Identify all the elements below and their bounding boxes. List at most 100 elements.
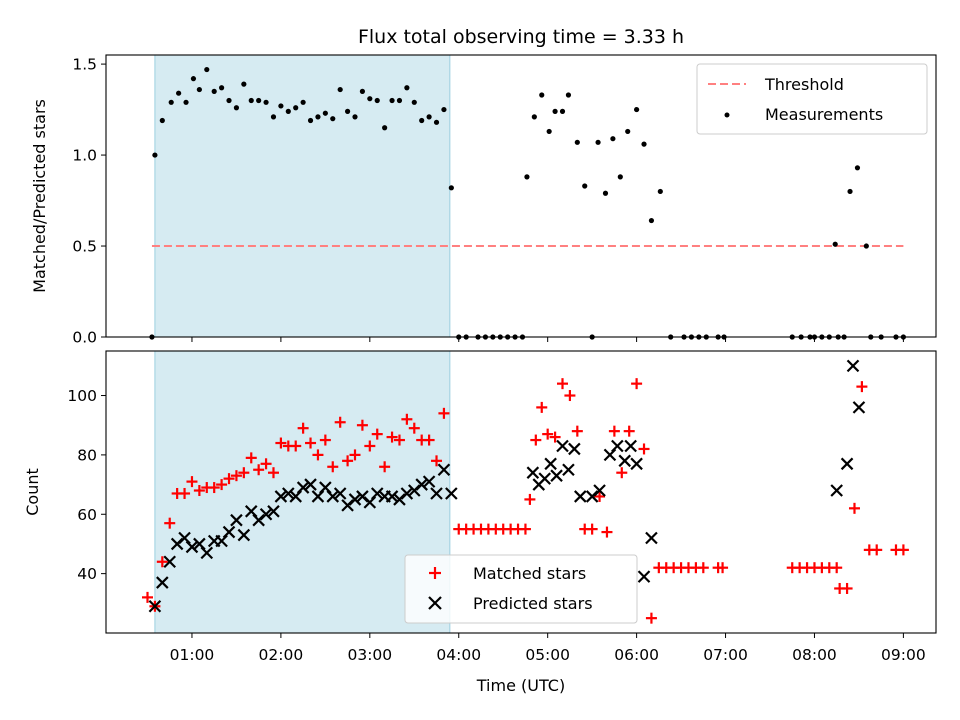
measurement-point bbox=[602, 190, 609, 196]
matched-star-point bbox=[848, 502, 860, 514]
measurement-point bbox=[559, 108, 566, 114]
predicted-star-point bbox=[296, 481, 310, 494]
measurement-point bbox=[204, 66, 210, 73]
matched-star-point bbox=[897, 544, 909, 556]
measurement-point bbox=[263, 99, 269, 105]
x-tick-label: 05:00 bbox=[525, 646, 570, 664]
measurement-point bbox=[270, 114, 277, 120]
measurement-point bbox=[367, 96, 373, 102]
predicted-star-point bbox=[422, 475, 436, 488]
matched-star-point bbox=[156, 556, 168, 568]
predicted-star-point bbox=[237, 528, 251, 542]
predicted-star-point bbox=[163, 555, 177, 569]
predicted-star-point bbox=[222, 525, 236, 539]
matched-star-point bbox=[297, 422, 309, 434]
bottom-legend-box bbox=[404, 554, 638, 624]
measurement-point bbox=[546, 128, 552, 135]
matched-star-point bbox=[364, 440, 376, 452]
matched-star-point bbox=[208, 482, 220, 494]
predicted-star-point bbox=[593, 484, 606, 497]
top-observing-window bbox=[154, 54, 451, 338]
predicted-star-point bbox=[385, 490, 399, 503]
measurement-point bbox=[448, 185, 454, 191]
predicted-star-point bbox=[348, 493, 362, 506]
measurement-point bbox=[625, 128, 631, 135]
predicted-star-point bbox=[611, 439, 624, 453]
matched-star-point bbox=[393, 434, 405, 446]
predicted-star-point bbox=[852, 401, 866, 414]
matched-star-point bbox=[142, 591, 153, 603]
measurement-point bbox=[241, 81, 247, 87]
top-legend-box bbox=[696, 63, 928, 135]
predicted-star-point bbox=[282, 487, 295, 500]
bottom-panel: 40 60 80 100 01:00 02:00 03:00 04:00 05:00 06:00… bbox=[23, 350, 937, 695]
measurement-point bbox=[595, 139, 601, 145]
measurement-point bbox=[396, 97, 403, 104]
measurement-point bbox=[196, 86, 202, 93]
matched-star-point bbox=[408, 422, 420, 434]
matched-star-point bbox=[216, 479, 228, 491]
matched-star-point bbox=[267, 467, 279, 479]
matched-star-point bbox=[356, 419, 368, 431]
matched-star-point bbox=[542, 428, 554, 440]
x-tick-label: 07:00 bbox=[703, 646, 748, 664]
matched-star-point bbox=[423, 434, 435, 446]
predicted-star-point bbox=[618, 454, 632, 468]
predicted-star-point bbox=[430, 487, 443, 500]
measurement-point bbox=[183, 99, 189, 105]
matched-star-point bbox=[831, 562, 843, 574]
predicted-star-point bbox=[630, 457, 643, 471]
measurement-point bbox=[426, 114, 432, 120]
measurement-point bbox=[168, 99, 174, 105]
predicted-star-point bbox=[370, 487, 384, 500]
predicted-star-point bbox=[846, 359, 860, 373]
top-y-ticks: 0.0 0.5 1.0 1.5 bbox=[72, 56, 106, 347]
matched-star-point bbox=[631, 378, 643, 390]
matched-star-point bbox=[342, 455, 354, 467]
y-tick-label: 0.5 bbox=[72, 238, 97, 256]
x-tick-label: 03:00 bbox=[347, 646, 392, 664]
bottom-y-axis-label: Count bbox=[23, 468, 42, 516]
measurement-point bbox=[382, 125, 388, 131]
matched-star-point bbox=[616, 467, 628, 479]
matched-star-point bbox=[334, 416, 346, 428]
matched-star-point bbox=[238, 467, 250, 479]
bottom-legend: Matched stars Predicted stars bbox=[404, 554, 638, 624]
matched-star-point bbox=[571, 425, 583, 437]
matched-star-point bbox=[519, 523, 531, 535]
predicted-star-point bbox=[267, 505, 280, 518]
y-tick-label: 1.5 bbox=[72, 56, 97, 74]
y-tick-label: 60 bbox=[77, 506, 97, 524]
matched-star-point bbox=[245, 452, 257, 464]
matched-star-point bbox=[275, 437, 287, 449]
matched-star-point bbox=[871, 544, 883, 556]
x-tick-label: 02:00 bbox=[259, 646, 304, 664]
matched-star-point bbox=[438, 407, 450, 419]
y-tick-label: 0.0 bbox=[72, 329, 97, 347]
matched-star-point bbox=[717, 562, 729, 574]
measurement-point bbox=[617, 174, 623, 180]
x-tick-label: 01:00 bbox=[170, 646, 215, 664]
matched-star-point bbox=[564, 390, 576, 402]
measurement-point bbox=[285, 108, 291, 114]
predicted-star-point bbox=[274, 490, 288, 503]
matched-star-point bbox=[608, 425, 620, 437]
predicted-star-point bbox=[574, 490, 587, 503]
matched-star-point bbox=[193, 485, 205, 497]
top-y-axis-label: Matched/Predicted stars bbox=[30, 99, 49, 293]
measurement-point bbox=[531, 114, 537, 120]
measurement-point bbox=[248, 97, 254, 104]
measurement-point bbox=[847, 188, 853, 195]
measurement-point bbox=[152, 152, 158, 158]
measurement-point bbox=[307, 117, 314, 124]
measurement-point bbox=[634, 106, 640, 113]
measurement-point bbox=[359, 88, 366, 94]
matched-star-point bbox=[164, 517, 176, 529]
legend-matched-label: Matched stars bbox=[473, 564, 586, 583]
measurement-point bbox=[322, 110, 328, 116]
predicted-star-point bbox=[526, 466, 540, 479]
measurement-point bbox=[565, 92, 572, 98]
x-axis-label: Time (UTC) bbox=[476, 676, 565, 695]
measurement-point bbox=[211, 88, 217, 94]
